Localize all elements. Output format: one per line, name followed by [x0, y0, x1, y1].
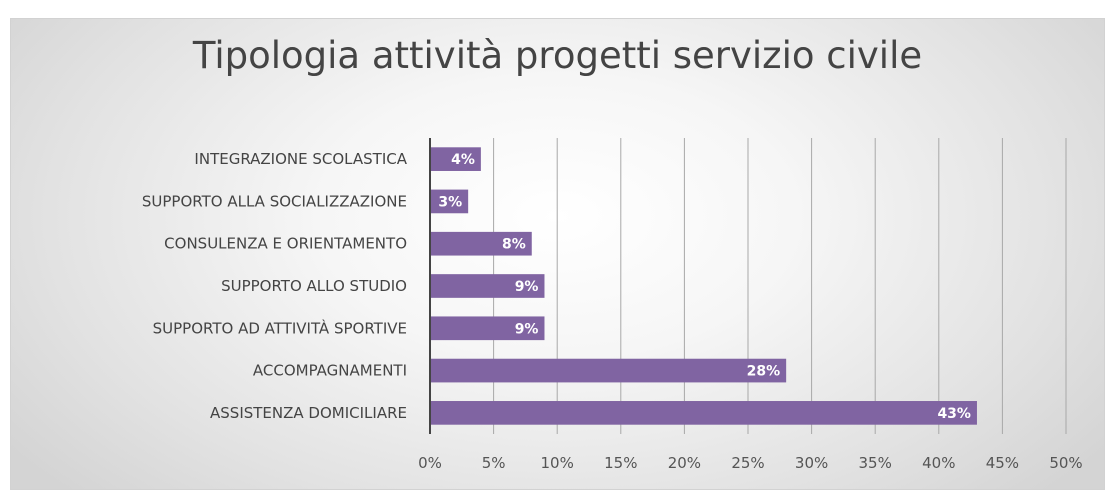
category-label: INTEGRAZIONE SCOLASTICA	[194, 150, 407, 168]
bar	[430, 147, 481, 171]
category-labels: INTEGRAZIONE SCOLASTICA SUPPORTO ALLA SOC…	[142, 150, 408, 422]
bar	[430, 189, 469, 214]
data-label: 28%	[747, 364, 781, 380]
x-tick-label: 35%	[859, 454, 892, 472]
category-label: CONSULENZA E ORIENTAMENTO	[164, 235, 407, 253]
data-label: 9%	[515, 279, 539, 295]
chart-title: Tipologia attività progetti servizio civ…	[192, 34, 923, 77]
bar	[430, 401, 977, 425]
bars	[430, 147, 977, 425]
x-tick-label: 30%	[795, 454, 828, 472]
category-label: ACCOMPAGNAMENTI	[253, 362, 407, 380]
category-label: SUPPORTO ALLA SOCIALIZZAZIONE	[142, 192, 407, 210]
x-tick-label: 0%	[418, 454, 442, 472]
data-label: 43%	[937, 406, 971, 422]
x-tick-label: 15%	[604, 454, 637, 472]
data-labels: 4% 3% 8% 9% 9% 28% 43%	[438, 152, 971, 422]
category-label: SUPPORTO AD ATTIVITÀ SPORTIVE	[153, 318, 407, 337]
bar	[430, 274, 545, 298]
x-tick-label: 25%	[731, 454, 764, 472]
x-tick-label: 20%	[668, 454, 701, 472]
data-label: 8%	[502, 237, 526, 253]
x-tick-label: 50%	[1049, 454, 1082, 472]
x-tick-label: 5%	[482, 454, 506, 472]
x-axis-tick-labels: 0% 5% 10% 15% 20% 25% 30% 35% 40% 45% 50%	[418, 454, 1083, 472]
data-label: 4%	[451, 152, 475, 168]
x-tick-label: 10%	[541, 454, 574, 472]
gridlines	[493, 138, 1067, 434]
data-label: 3%	[438, 194, 462, 210]
x-tick-label: 40%	[922, 454, 955, 472]
category-label: ASSISTENZA DOMICILIARE	[210, 404, 407, 422]
bar	[430, 316, 545, 341]
data-label: 9%	[515, 321, 539, 337]
bar	[430, 231, 532, 256]
category-label: SUPPORTO ALLO STUDIO	[221, 277, 407, 295]
bar	[430, 358, 787, 383]
x-tick-label: 45%	[986, 454, 1019, 472]
